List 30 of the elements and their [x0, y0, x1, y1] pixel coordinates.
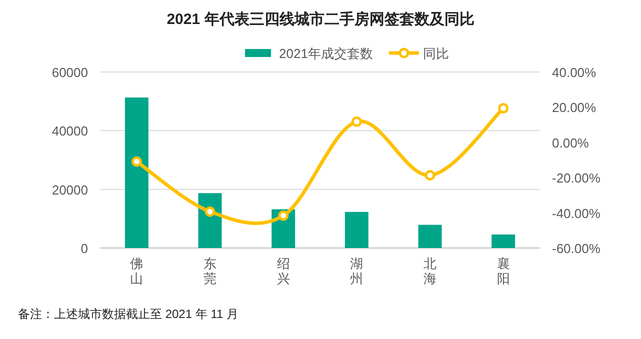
point — [498, 103, 509, 114]
point — [351, 116, 362, 127]
text: 备注：上述城市数据截止至 2021 年 11 月 — [18, 307, 238, 321]
point — [204, 206, 216, 217]
y-tick-label: 20000 — [52, 182, 88, 198]
bar — [344, 212, 368, 248]
y-tick-label: 60000 — [52, 65, 88, 80]
y2-tick-label: -60.00% — [552, 241, 601, 256]
x-tick-label: 佛山 — [130, 256, 144, 286]
legend-label: 同比 — [422, 46, 449, 61]
bar — [418, 224, 442, 248]
bar — [492, 234, 516, 248]
point — [131, 156, 142, 167]
x-tick-label: 襄阳 — [496, 256, 510, 286]
y2-tick-label: -20.00% — [552, 170, 601, 186]
y2-tick-label: 40.00% — [552, 65, 597, 80]
x-tick-label: 东莞 — [204, 256, 216, 286]
chart-title: 2021 年代表三四线城市二手房网签套数及同比 — [166, 10, 474, 28]
point — [278, 210, 289, 221]
y-tick-label: 40000 — [52, 124, 88, 139]
x-tick-label: 北海 — [424, 256, 436, 286]
y2-tick-label: 20.00% — [552, 100, 597, 116]
x-tick-label: 绍兴 — [276, 256, 290, 286]
legend-label: 2021年成交套数 — [279, 46, 373, 61]
point — [424, 170, 436, 181]
y2-tick-label: -40.00% — [552, 206, 601, 221]
bar — [124, 98, 148, 248]
x-tick-label: 湖州 — [350, 256, 364, 286]
y2-tick-label: 0.00% — [552, 135, 590, 150]
y-tick-label: 0 — [80, 241, 88, 256]
